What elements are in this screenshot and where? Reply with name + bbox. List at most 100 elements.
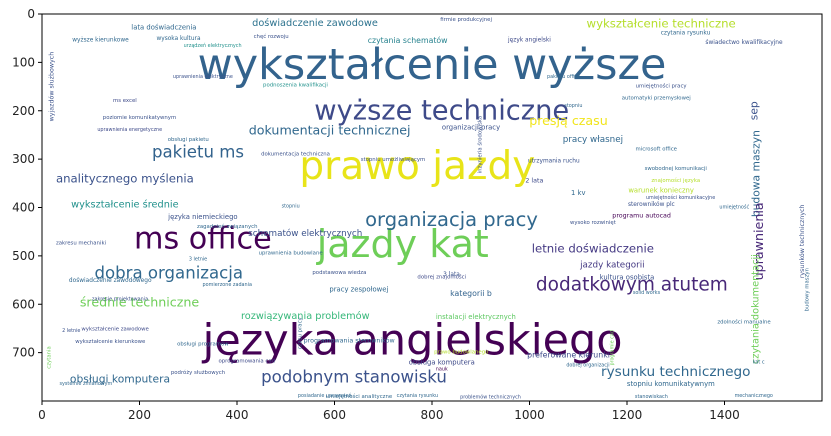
cloud-word: kultura osobista bbox=[600, 274, 655, 282]
cloud-word: obsługi komputera bbox=[70, 373, 170, 386]
cloud-word: nauk bbox=[436, 367, 448, 373]
cloud-word: uprawnienia energetyczne bbox=[97, 127, 162, 133]
cloud-word: świadectwo kwalifikacyjne bbox=[705, 39, 783, 46]
x-tick-label: 1400 bbox=[709, 408, 740, 422]
cloud-word: jazdy kategorii bbox=[579, 261, 644, 271]
cloud-word: obsługi pakietu bbox=[168, 137, 209, 143]
y-tick-label: 0 bbox=[27, 7, 35, 21]
cloud-word: budowy maszyn bbox=[804, 268, 810, 311]
cloud-word: rysunku technicznego bbox=[601, 364, 751, 380]
cloud-word: 3 lata bbox=[443, 272, 460, 278]
cloud-word: 2 lata bbox=[525, 177, 543, 184]
cloud-word: kat c bbox=[753, 359, 765, 365]
cloud-word: prawo budowlanego bbox=[434, 350, 488, 356]
cloud-word: budowa maszyn bbox=[750, 130, 763, 217]
cloud-word: umiejętność bbox=[719, 204, 749, 211]
cloud-word: czytania dokumentacji bbox=[751, 254, 762, 364]
cloud-word: pracy własnej bbox=[563, 135, 623, 145]
cloud-word: języka niemieckiego bbox=[167, 213, 237, 221]
cloud-word: schematów elektrycznych bbox=[248, 228, 362, 239]
cloud-word: stopniu komunikatywnym bbox=[627, 380, 715, 388]
cloud-word: kategorii b bbox=[450, 289, 492, 298]
cloud-word: podobnym stanowisku bbox=[261, 367, 447, 386]
x-axis: 0 200 400 600 800 1000 1200 1400 bbox=[38, 401, 740, 422]
cloud-word: programie cad bbox=[609, 330, 615, 365]
cloud-word: rysunków technicznych bbox=[798, 204, 806, 278]
cloud-word: stanowiskach bbox=[635, 394, 668, 400]
cloud-word: sep bbox=[747, 101, 760, 120]
cloud-word: obsługi programów bbox=[177, 340, 229, 347]
cloud-word: podróży służbowych bbox=[171, 369, 225, 376]
cloud-word: utrzymania ruchu bbox=[528, 159, 580, 165]
cloud-word: microsoft office bbox=[636, 146, 678, 152]
cloud-word: wykształcenie zawodowe bbox=[81, 326, 149, 332]
cloud-word: doświadczenie zawodowe bbox=[252, 17, 378, 29]
cloud-word: czytania schematów bbox=[368, 36, 448, 45]
cloud-word: 2 letnie bbox=[62, 328, 80, 334]
cloud-word: czytania rysunku bbox=[661, 30, 711, 36]
cloud-word: wykształcenie techniczne bbox=[587, 17, 736, 31]
cloud-word: chęć rozwoju bbox=[254, 33, 289, 40]
cloud-word: umiejętności pracy bbox=[636, 83, 688, 90]
cloud-word: języka angielskiego bbox=[201, 316, 622, 366]
y-axis: 0 100 200 300 400 500 600 700 bbox=[12, 7, 42, 360]
cloud-word: czytania bbox=[46, 346, 52, 369]
cloud-word: średnie techniczne bbox=[80, 294, 200, 309]
cloud-word: wykształcenie kierunkowe bbox=[75, 339, 146, 345]
cloud-word: preferowane kierunki bbox=[527, 351, 610, 360]
cloud-word: jazdy kat bbox=[316, 222, 489, 266]
cloud-word: wysoko rozwinięt bbox=[570, 220, 616, 226]
cloud-word: lata doświadczenia bbox=[131, 24, 196, 32]
x-tick-label: 0 bbox=[38, 408, 46, 422]
x-tick-label: 600 bbox=[323, 408, 346, 422]
cloud-word: 3 letnie bbox=[189, 257, 207, 263]
cloud-word: podnoszenia kwalifikacji bbox=[263, 83, 328, 89]
cloud-word: zakresu mechaniki bbox=[56, 240, 106, 246]
cloud-word: umiejętności analityczne bbox=[326, 393, 393, 400]
cloud-word: ms office bbox=[134, 221, 272, 256]
cloud-word: posiadanie uprawnień bbox=[298, 392, 352, 399]
cloud-word: mechanicznego bbox=[735, 393, 773, 399]
cloud-word: obsługa komputera bbox=[409, 358, 475, 366]
y-tick-label: 600 bbox=[12, 297, 35, 311]
cloud-word: firmie produkcyjnej bbox=[440, 17, 492, 23]
cloud-word: instalacji elektrycznych bbox=[436, 313, 516, 321]
cloud-word: wykształcenie średnie bbox=[71, 199, 178, 211]
cloud-word: wyższe techniczne bbox=[314, 95, 569, 126]
cloud-word: dobrej organizacji bbox=[566, 363, 609, 369]
plot-background bbox=[42, 14, 822, 401]
cloud-word: poziomie komunikatywnym bbox=[103, 115, 176, 121]
cloud-word: warunek konieczny bbox=[628, 187, 694, 195]
cloud-word: urządzeń elektrycznych bbox=[184, 42, 242, 49]
cloud-word: zagadnień związanych bbox=[197, 223, 257, 230]
cloud-word: letnie doświadczenie bbox=[532, 242, 654, 256]
cloud-word: analitycznego myślenia bbox=[56, 171, 194, 185]
cloud-word: stopniu bbox=[282, 204, 300, 210]
cloud-word: podstawowa wiedza bbox=[312, 270, 366, 276]
cloud-word: dobra organizacja bbox=[95, 263, 244, 282]
cloud-word: dodatkowym atutem bbox=[536, 274, 728, 295]
x-tick-label: 200 bbox=[128, 408, 151, 422]
y-tick-label: 500 bbox=[12, 249, 35, 263]
cloud-word: zdolności manualne bbox=[717, 319, 771, 326]
cloud-word: programu autocad bbox=[612, 213, 671, 220]
cloud-word: czasu pracy bbox=[297, 316, 303, 349]
cloud-word: problemów technicznych bbox=[460, 394, 521, 401]
cloud-word: ms excel bbox=[113, 98, 137, 104]
cloud-word: uprawnienia budowlane bbox=[259, 250, 324, 256]
cloud-word: wyjazdów służbowych bbox=[47, 52, 55, 122]
cloud-word: pakietu ms bbox=[152, 142, 244, 161]
cloud-word: automatyki przemysłowej bbox=[622, 96, 691, 102]
y-tick-label: 300 bbox=[12, 152, 35, 166]
cloud-word: zakresie projektowania bbox=[92, 296, 148, 302]
cloud-word: oprogramowania cad bbox=[218, 358, 275, 364]
cloud-word: rozwiązywania problemów bbox=[241, 310, 370, 322]
y-tick-label: 100 bbox=[12, 55, 35, 69]
x-tick-label: 400 bbox=[226, 408, 249, 422]
cloud-word: umiejętności komunikacyjne bbox=[646, 194, 715, 201]
cloud-word: uprawnienia bbox=[751, 202, 766, 280]
cloud-word: 1 kv bbox=[571, 189, 586, 197]
